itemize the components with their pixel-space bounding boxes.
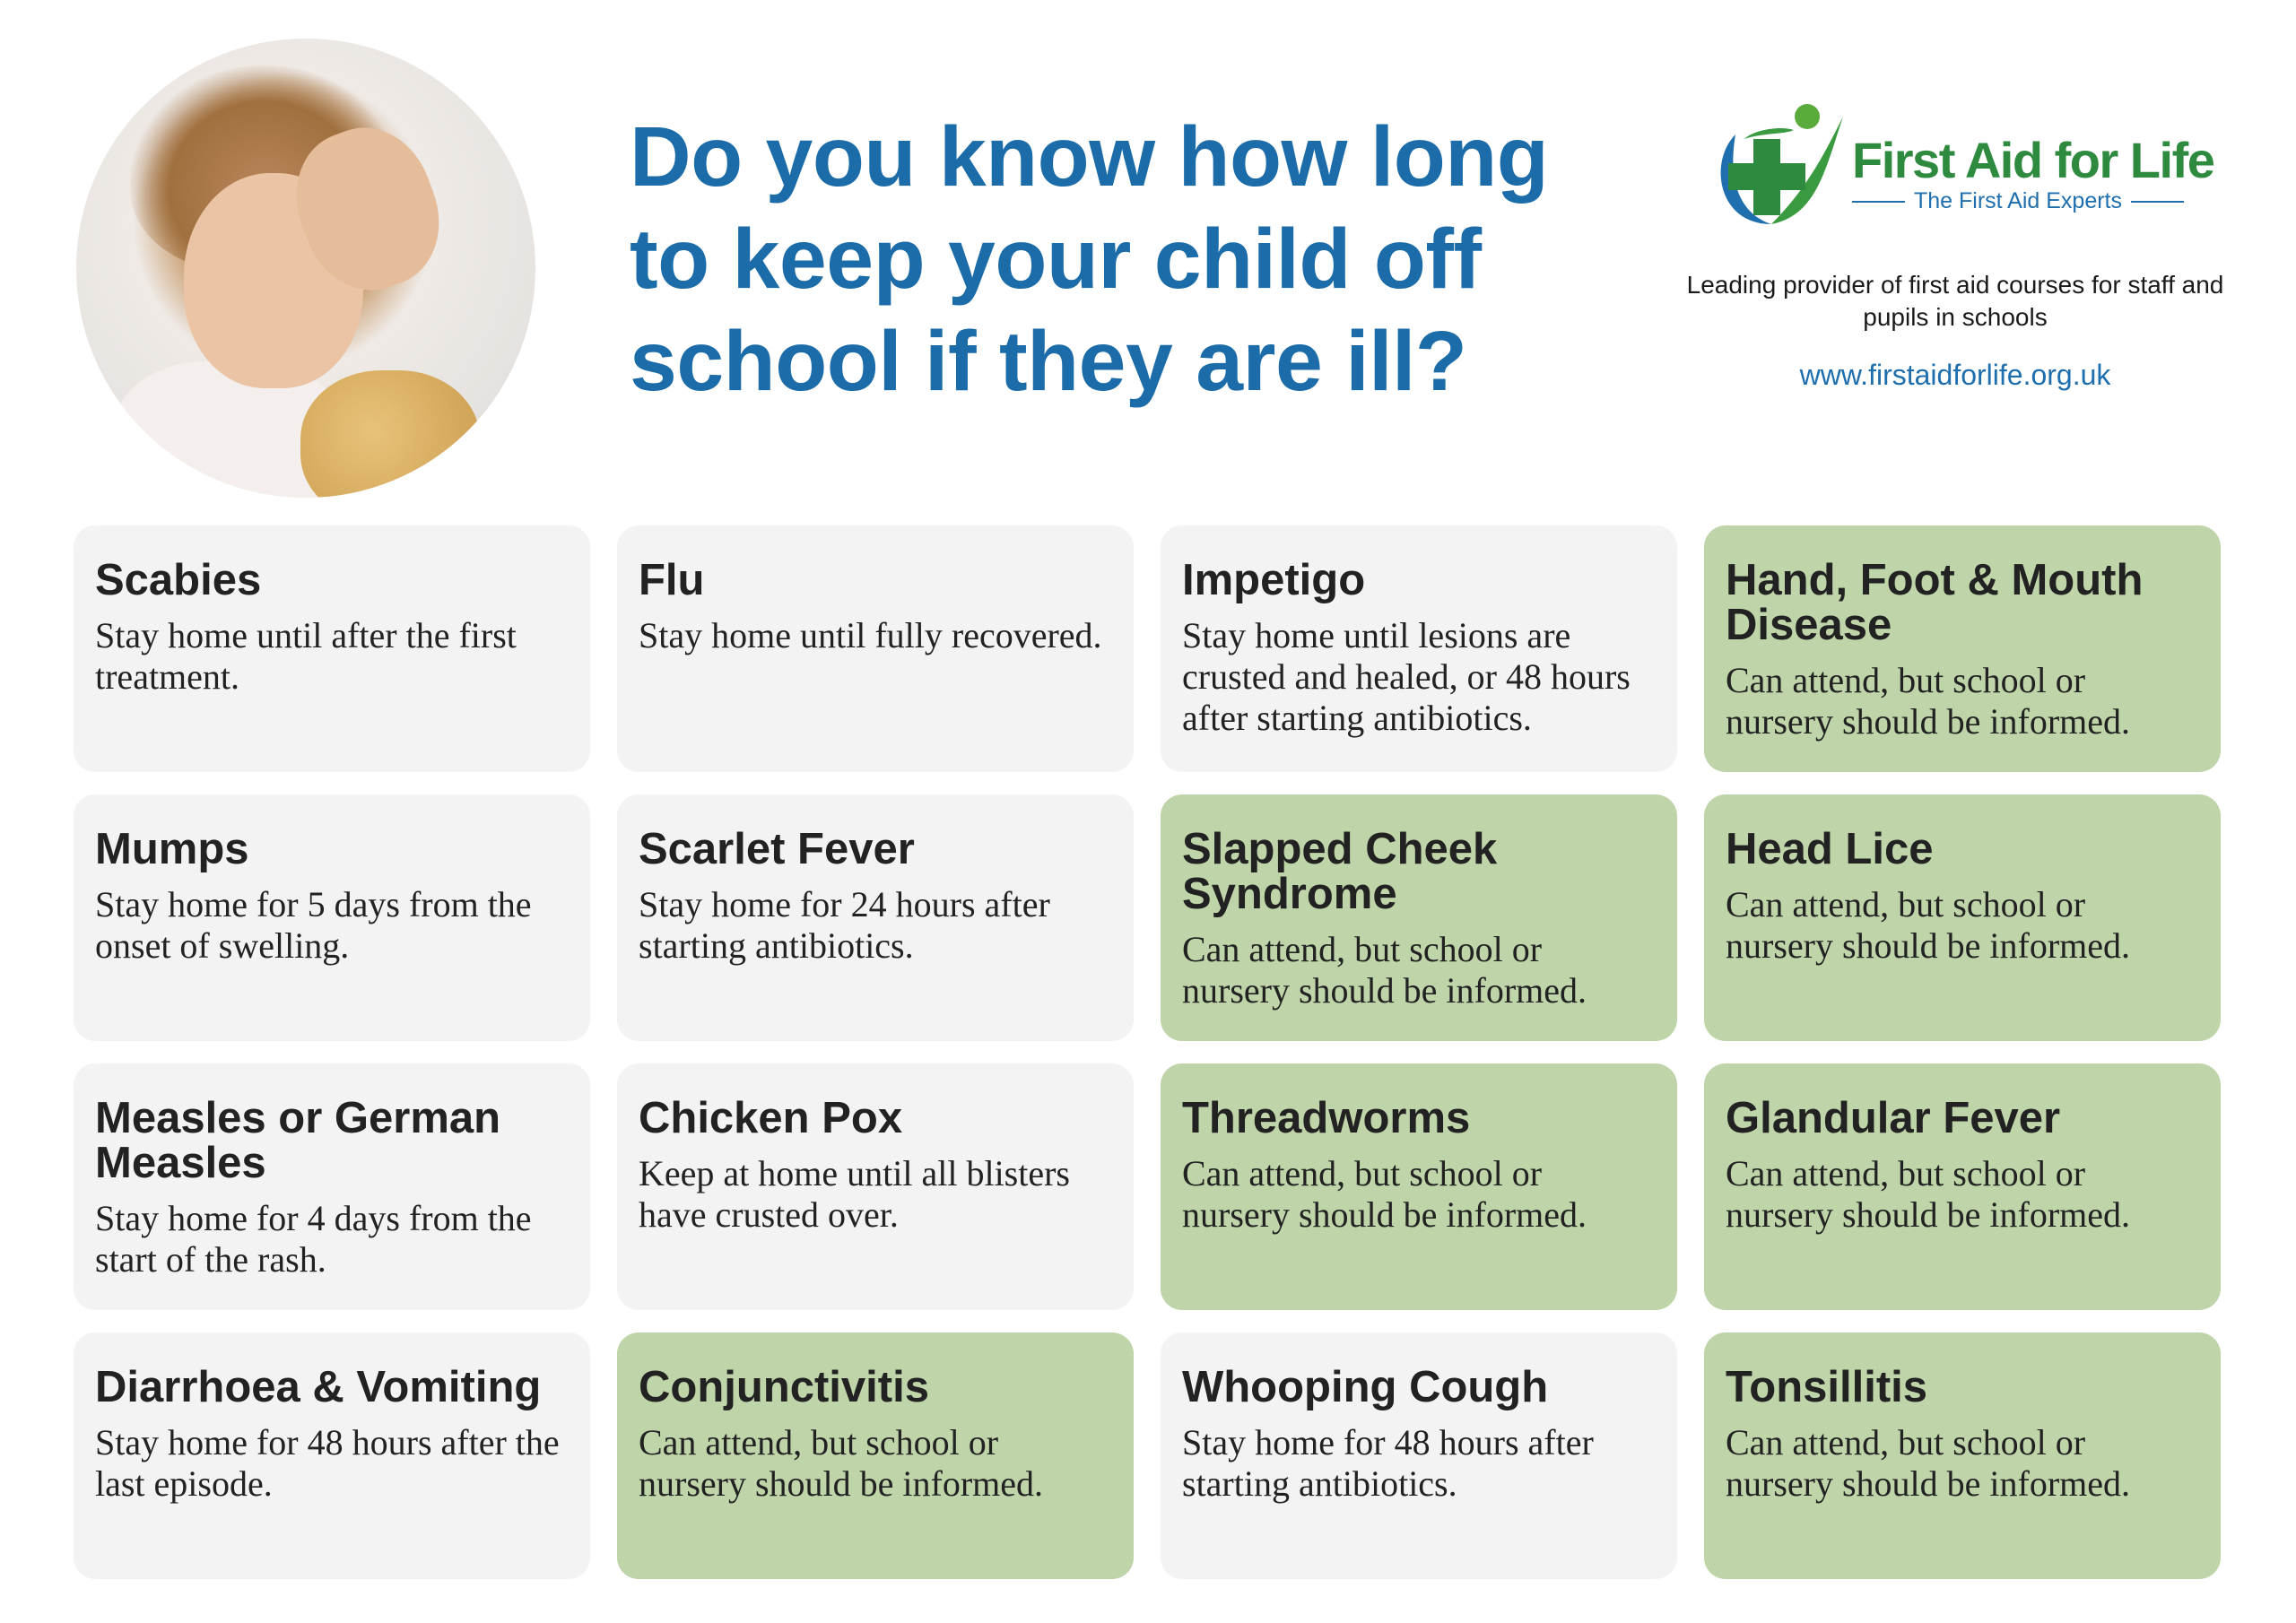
illness-title: Mumps <box>95 825 249 873</box>
illness-title: Tonsillitis <box>1726 1363 1928 1411</box>
illness-advice: Can attend, but school or nursery should… <box>1726 1153 2131 1235</box>
illness-title: Conjunctivitis <box>639 1363 929 1411</box>
illness-card: Flu Stay home until fully recovered. <box>617 525 1134 772</box>
title-line: school if they are ill? <box>630 314 1467 409</box>
brand-url[interactable]: www.firstaidforlife.org.uk <box>1799 359 2111 391</box>
title-line: to keep your child off <box>630 212 1482 307</box>
brand-subtitle: The First Aid Experts <box>1913 188 2123 213</box>
child-photo <box>76 39 535 498</box>
illness-advice: Stay home for 4 days from the start of t… <box>95 1198 532 1280</box>
illness-title: Slapped Cheek Syndrome <box>1182 825 1498 918</box>
brand-subtitle-row: The First Aid Experts <box>1852 188 2184 214</box>
divider <box>2131 200 2184 203</box>
illness-card: Impetigo Stay home until lesions are crus… <box>1161 525 1677 772</box>
title-line: Do you know how long <box>630 109 1549 204</box>
illness-advice: Stay home until after the first treatmen… <box>95 615 517 697</box>
illness-title: Scarlet Fever <box>639 825 915 873</box>
illness-title: Threadworms <box>1182 1094 1471 1142</box>
illness-card: Head Lice Can attend, but school or nurse… <box>1704 794 2221 1041</box>
illness-card: Whooping Cough Stay home for 48 hours aft… <box>1161 1332 1677 1579</box>
illness-advice: Stay home for 24 hours after starting an… <box>639 884 1050 966</box>
illness-title: Chicken Pox <box>639 1094 903 1142</box>
illness-card: Mumps Stay home for 5 days from the onset… <box>74 794 590 1041</box>
illness-advice: Can attend, but school or nursery should… <box>639 1422 1044 1504</box>
illness-advice: Can attend, but school or nursery should… <box>1726 1422 2131 1504</box>
page-title: Do you know how long to keep your child … <box>630 106 1616 412</box>
photo-teddy-bear <box>300 370 480 498</box>
illness-advice: Keep at home until all blisters have cru… <box>639 1153 1070 1235</box>
illness-card: Glandular Fever Can attend, but school or… <box>1704 1063 2221 1310</box>
illness-title: Impetigo <box>1182 556 1366 604</box>
illness-card: Slapped Cheek Syndrome Can attend, but sc… <box>1161 794 1677 1041</box>
illness-title: Flu <box>639 556 705 604</box>
illness-title: Head Lice <box>1726 825 1934 873</box>
illness-grid: Scabies Stay home until after the first t… <box>74 525 2221 1579</box>
illness-title: Hand, Foot & Mouth Disease <box>1726 556 2144 649</box>
illness-title: Measles or German Measles <box>95 1094 501 1187</box>
illness-advice: Stay home for 48 hours after starting an… <box>1182 1422 1594 1504</box>
illness-advice: Stay home until fully recovered. <box>639 615 1102 655</box>
brand-tagline: Leading provider of first aid courses fo… <box>1686 271 2224 331</box>
illness-title: Whooping Cough <box>1182 1363 1549 1411</box>
divider <box>1852 200 1905 203</box>
illness-card: Scarlet Fever Stay home for 24 hours afte… <box>617 794 1134 1041</box>
illness-advice: Stay home for 5 days from the onset of s… <box>95 884 532 966</box>
illness-card: Tonsillitis Can attend, but school or nur… <box>1704 1332 2221 1579</box>
illness-card: Threadworms Can attend, but school or nur… <box>1161 1063 1677 1310</box>
illness-card: Scabies Stay home until after the first t… <box>74 525 590 772</box>
illness-card: Chicken Pox Keep at home until all bliste… <box>617 1063 1134 1310</box>
illness-advice: Stay home until lesions are crusted and … <box>1182 615 1631 738</box>
illness-card: Diarrhoea & Vomiting Stay home for 48 hou… <box>74 1332 590 1579</box>
brand-name: First Aid for Life <box>1852 132 2215 188</box>
illness-card: Measles or German Measles Stay home for 4… <box>74 1063 590 1310</box>
illness-advice: Can attend, but school or nursery should… <box>1182 1153 1587 1235</box>
illness-card: Conjunctivitis Can attend, but school or … <box>617 1332 1134 1579</box>
illness-advice: Stay home for 48 hours after the last ep… <box>95 1422 560 1504</box>
illness-advice: Can attend, but school or nursery should… <box>1726 884 2131 966</box>
illness-advice: Can attend, but school or nursery should… <box>1182 929 1587 1011</box>
brand-logo: First Aid for Life The First Aid Experts <box>1709 99 2215 233</box>
illness-title: Scabies <box>95 556 262 604</box>
illness-card: Hand, Foot & Mouth Disease Can attend, bu… <box>1704 525 2221 772</box>
first-aid-cross-icon <box>1720 104 1843 224</box>
illness-title: Glandular Fever <box>1726 1094 2061 1142</box>
illness-title: Diarrhoea & Vomiting <box>95 1363 542 1411</box>
illness-advice: Can attend, but school or nursery should… <box>1726 660 2131 742</box>
